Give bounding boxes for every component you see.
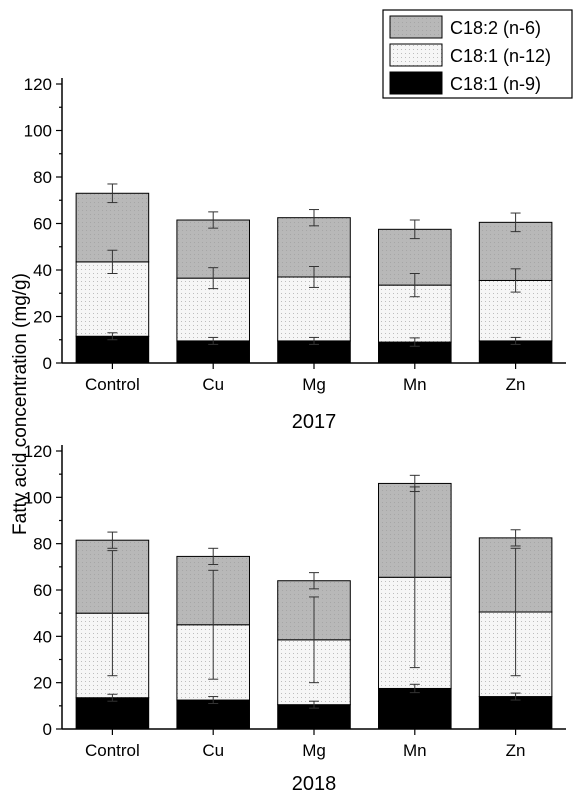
x-tick-label: Control [85,741,140,760]
x-axis-label: 2017 [292,411,337,433]
bar-series-c18-1-n12 [75,261,150,337]
bar-series-c18-1-n9 [75,697,150,730]
y-tick-label: 120 [24,442,52,461]
x-tick-label: Cu [202,741,224,760]
bar-series-c18-1-n9 [277,704,351,730]
legend-label: C18:1 (n-9) [450,74,541,94]
legend-swatch-c18-1-n9 [389,71,443,95]
legend: C18:2 (n-6) C18:1 (n-12) C18:1 (n-9) [382,9,573,99]
x-tick-label: Mn [403,741,427,760]
x-tick-label: Control [85,375,140,394]
legend-item: C18:1 (n-12) [389,43,551,67]
bar-series-c18-1-n9 [378,687,452,730]
x-tick-label: Mn [403,375,427,394]
legend-item: C18:1 (n-9) [389,71,541,95]
bar-series-c18-1-n9 [75,335,150,364]
y-tick-label: 20 [33,674,52,693]
y-tick-label: 40 [33,261,52,280]
x-tick-label: Mg [302,741,326,760]
x-tick-label: Mg [302,375,326,394]
y-tick-label: 100 [24,488,52,507]
y-tick-label: 60 [33,215,52,234]
chart-panel-2017: 0 20 40 60 80 100 120 Control Cu Mg Mn Zn 2017 [24,75,566,433]
bar-series-c18-1-n9 [176,699,250,730]
y-tick-label: 100 [24,122,52,141]
y-axis-label: Fatty acid concentration (mg/g) [10,273,31,535]
error-bars [107,183,521,347]
error-bars [107,474,521,709]
x-tick-label: Cu [202,375,224,394]
legend-swatch-c18-2-n6 [389,15,443,39]
y-tick-label: 80 [33,535,52,554]
x-tick-label: Zn [506,375,526,394]
y-tick-label: 40 [33,627,52,646]
y-tick-label: 60 [33,581,52,600]
y-tick-label: 0 [43,354,52,373]
legend-label: C18:2 (n-6) [450,18,541,38]
legend-label: C18:1 (n-12) [450,46,551,66]
chart-panel-2018: 0 20 40 60 80 100 120 Control Cu Mg Mn Zn 2018 [24,442,566,795]
bar-series-c18-1-n9 [478,696,553,730]
y-tick-label: 120 [24,75,52,94]
y-tick-label: 0 [43,720,52,739]
x-axis-label: 2018 [292,773,337,795]
y-tick-label: 80 [33,168,52,187]
y-tick-label: 20 [33,308,52,327]
x-tick-label: Zn [506,741,526,760]
legend-item: C18:2 (n-6) [389,15,541,39]
legend-swatch-c18-1-n12 [389,43,443,67]
